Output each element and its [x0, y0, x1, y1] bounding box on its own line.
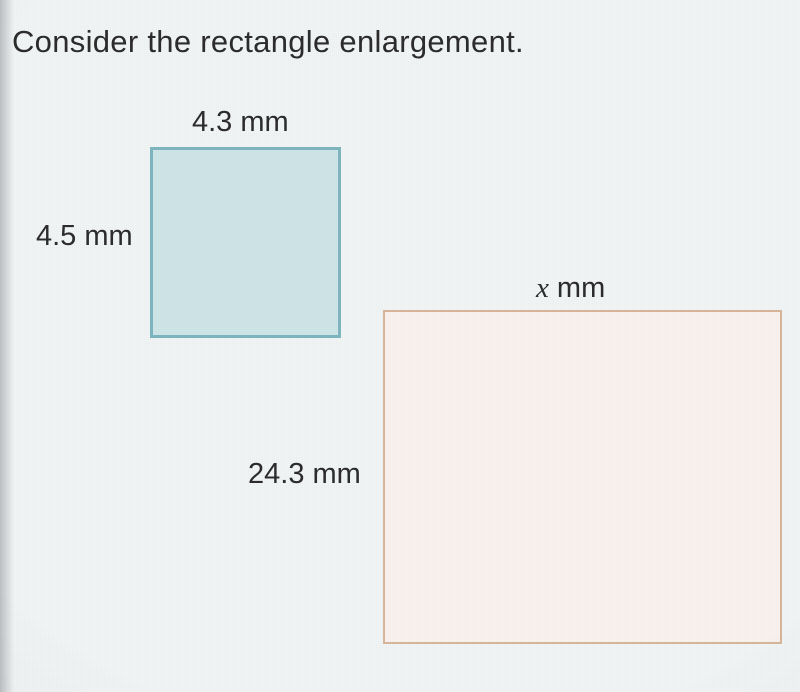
label-small-left: 4.5 mm [36, 220, 133, 253]
prompt-text: Consider the rectangle enlargement. [12, 24, 524, 60]
label-small-top: 4.3 mm [192, 106, 289, 139]
label-large-left: 24.3 mm [248, 458, 361, 491]
rectangle-large [385, 312, 780, 642]
label-large-top: x mm [536, 272, 605, 305]
variable-x: x [536, 272, 549, 304]
rectangle-small [153, 150, 338, 335]
unit-mm: mm [549, 272, 605, 304]
diagram-canvas: Consider the rectangle enlargement. 4.3 … [0, 0, 800, 692]
photo-edge-shadow [0, 0, 14, 692]
